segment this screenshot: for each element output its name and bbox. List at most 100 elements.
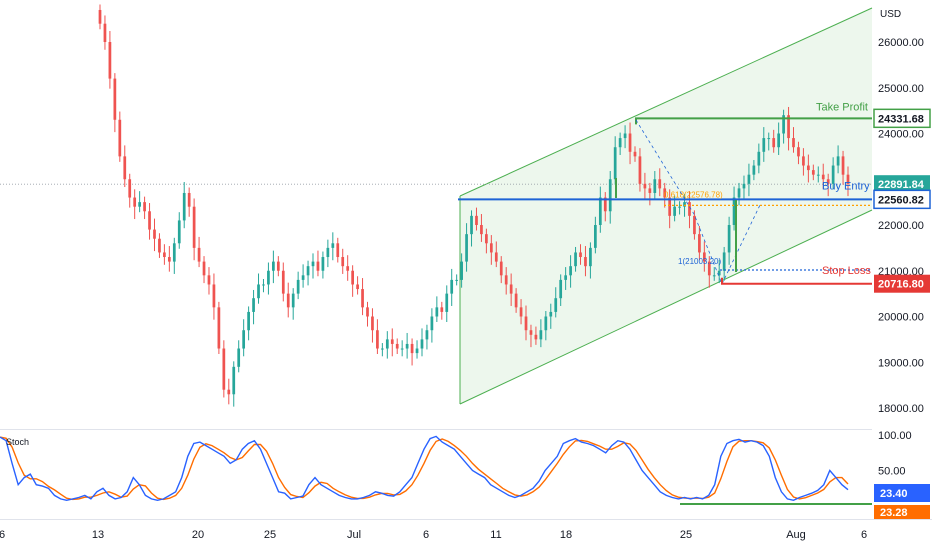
candle-body [361,289,364,308]
candle-body [217,307,221,349]
channel-fill [460,8,872,404]
candle-body [752,165,756,175]
candle-body [797,147,800,157]
candle-body [197,247,201,262]
candle-body [341,257,345,267]
candle-body [475,215,478,225]
fib-upper-label: 0.618(22576.78) [664,190,723,199]
candle-body [252,298,255,312]
x-tick-label: 11 [490,529,501,541]
candle-body [782,115,785,134]
candle-body [608,179,612,212]
x-tick-label: 20 [192,529,204,541]
candle-body [767,138,771,140]
candle-body [440,307,444,312]
candle-body [281,270,285,294]
candle-body [653,179,657,193]
candle-body [569,266,572,276]
candle-body [425,330,429,340]
x-tick-label: 6 [861,529,867,541]
candle-body [420,339,424,349]
stoch-tick-label: 50.00 [878,466,906,478]
x-tick-label: Jul [347,529,361,541]
channel-upper-line [459,7,873,197]
x-tick-label: 18 [560,529,572,541]
candle-body [410,343,414,354]
candle-body [559,279,563,299]
fib-lower-label: 1(21003.20) [678,257,721,266]
candle-body [103,23,107,42]
candle-body [316,261,320,271]
candle-body [192,206,196,248]
candle-body [405,343,409,349]
candle-body [836,156,840,166]
price-tag-box [874,274,930,293]
candle-body [826,179,830,184]
candle-body [272,261,275,271]
candle-body [678,206,681,208]
candle-body [257,284,260,299]
candle-body [544,316,548,331]
candles-group [98,4,850,407]
x-tick-label: 6 [0,529,5,541]
candle-body [732,197,736,225]
candle-body [172,243,176,262]
candle-body [108,42,112,79]
candle-body [787,115,790,139]
candle-body [390,339,394,344]
candle-body [579,252,582,258]
candle-body [242,330,246,349]
take-profit-price-tag: 24331.68 [873,108,931,129]
candle-body [594,225,597,248]
candle-body [202,261,206,276]
candle-body [504,275,508,285]
candle-body [455,279,459,281]
candle-body [514,293,518,308]
x-tick-label: 25 [264,529,276,541]
candle-body [777,133,781,148]
candle-body [267,270,270,285]
candle-body [346,266,350,271]
candle-body [841,156,845,175]
candle-body [435,307,439,317]
candle-body [831,165,835,184]
stop-loss-price-tag: 20716.80 [874,274,930,293]
candle-body [638,156,642,184]
candle-body [643,183,647,189]
price-tag-text: 22560.82 [878,194,924,206]
candle-body [207,275,211,285]
candle-body [182,192,186,221]
candle-body [445,293,449,312]
candle-body [574,252,577,267]
candle-body [465,234,468,262]
stoch-k-tag: 23.40 [874,484,930,502]
candle-body [232,366,236,395]
candle-body [683,202,686,207]
candle-body [321,257,325,271]
candle-body [722,252,726,271]
candle-body [816,174,820,176]
stoch-d-line [0,436,849,501]
y-tick-label: 22000.00 [878,220,924,232]
candle-body [301,275,305,280]
stoch-indicator-label: Stoch [6,437,29,447]
candle-body [113,78,117,120]
candle-body [415,348,419,354]
price-tag-box [874,175,930,194]
candle-body [366,307,369,317]
candle-body [717,270,721,276]
candle-body [499,261,503,276]
candle-body [628,133,632,152]
candle-body [153,229,156,239]
candle-body [212,284,216,308]
candle-body [539,330,543,340]
stoch-tick-label: 100.00 [878,430,912,442]
candle-body [811,170,815,175]
candle-body [589,247,592,267]
candle-body [222,348,226,390]
channel-lower-line [459,209,873,405]
candle-body [177,220,181,244]
candle-body [351,270,354,285]
candle-body [98,9,102,24]
